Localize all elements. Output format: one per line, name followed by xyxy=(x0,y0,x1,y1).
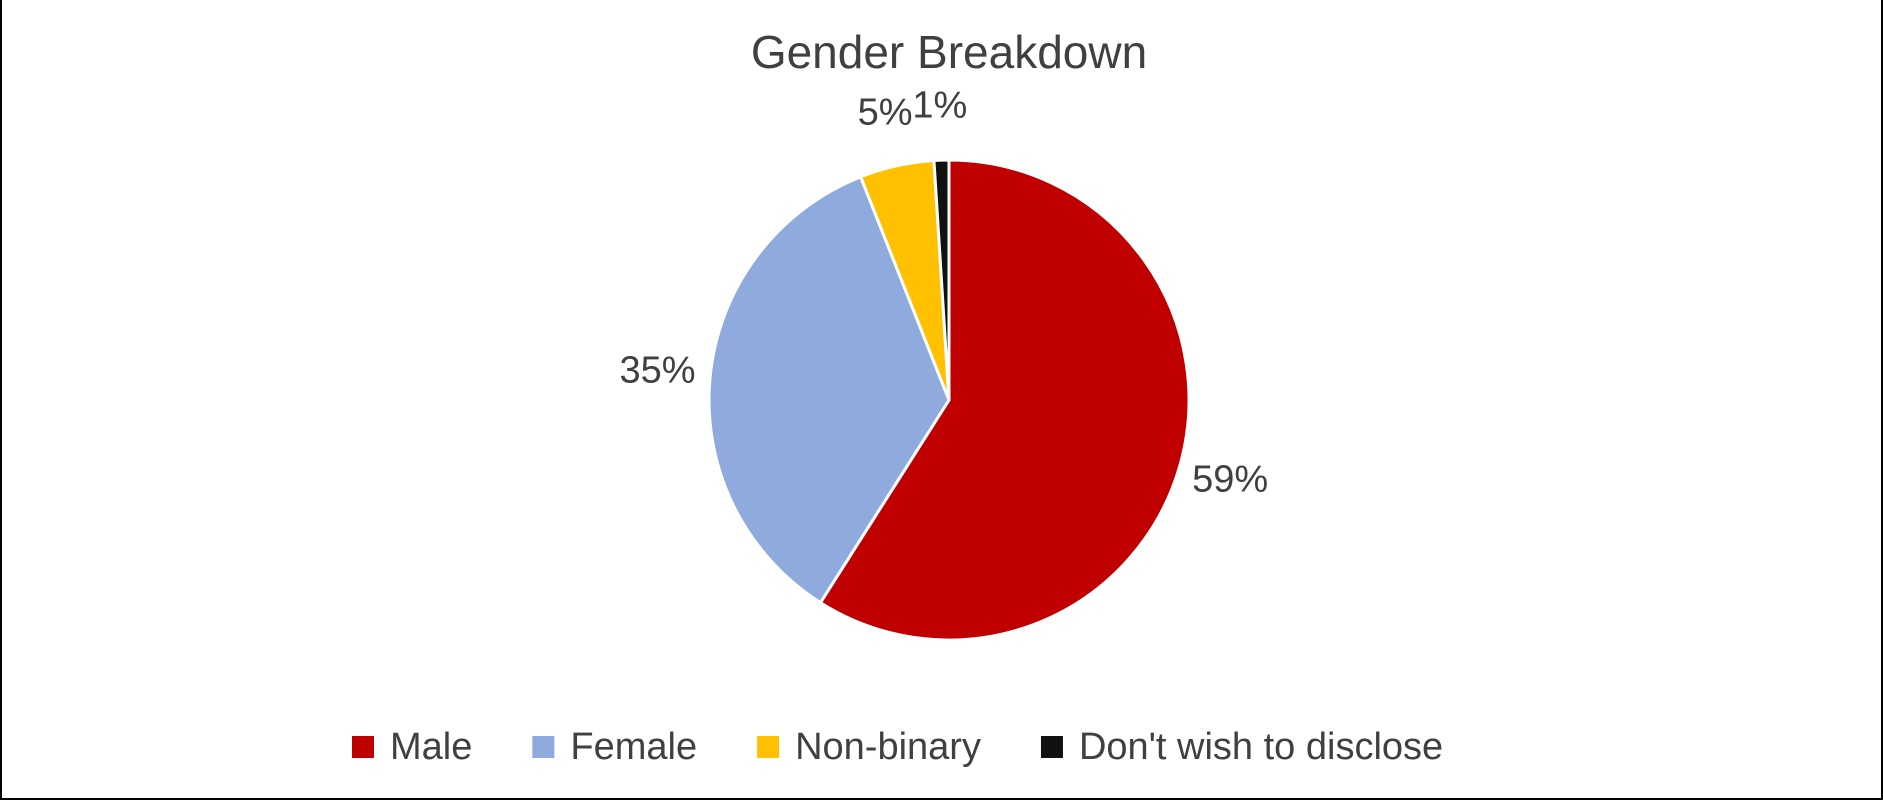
pie-slice xyxy=(932,158,951,401)
chart-title: Gender Breakdown xyxy=(751,26,1147,78)
legend-swatch xyxy=(532,736,555,758)
legend-label: Non-binary xyxy=(795,726,981,768)
legend-swatch xyxy=(757,736,780,758)
legend-label: Female xyxy=(570,726,697,768)
pie-slice xyxy=(707,174,951,605)
pie-slice xyxy=(818,158,1191,642)
legend-label: Male xyxy=(390,726,472,768)
legend-label: Don't wish to disclose xyxy=(1079,726,1443,768)
value-label: 59% xyxy=(1192,459,1268,501)
legend-swatch xyxy=(1040,736,1063,758)
value-label: 35% xyxy=(619,349,695,391)
value-label: 1% xyxy=(912,84,967,126)
value-label: 5% xyxy=(858,91,913,133)
legend-swatch xyxy=(352,736,374,758)
